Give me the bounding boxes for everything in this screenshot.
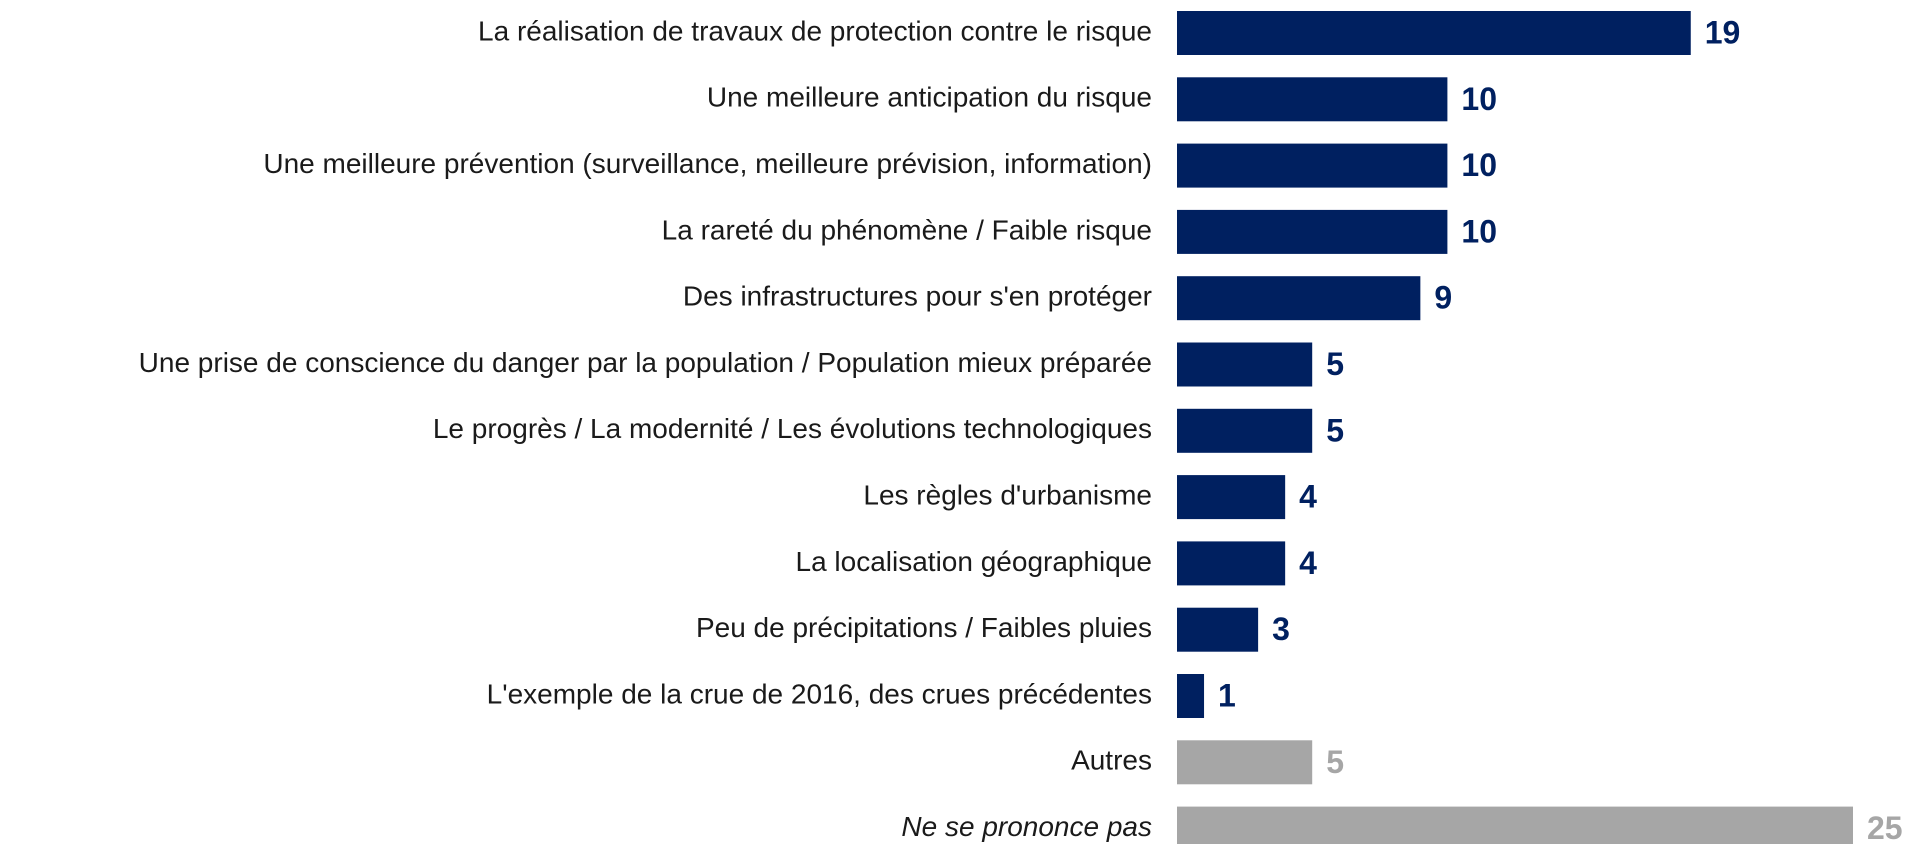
category-label: La localisation géographique bbox=[796, 546, 1153, 577]
bar bbox=[1177, 541, 1286, 586]
value-label: 5 bbox=[1326, 412, 1344, 448]
category-label: Des infrastructures pour s'en protéger bbox=[683, 281, 1152, 312]
bar bbox=[1177, 806, 1853, 844]
value-label: 9 bbox=[1434, 280, 1452, 316]
bar bbox=[1177, 607, 1259, 652]
bar bbox=[1177, 674, 1205, 718]
bar bbox=[1177, 408, 1313, 453]
category-label: La rareté du phénomène / Faible risque bbox=[662, 214, 1152, 245]
category-label: Une prise de conscience du danger par la… bbox=[139, 347, 1152, 378]
value-label: 5 bbox=[1326, 744, 1344, 780]
category-label: Ne se prononce pas bbox=[901, 811, 1152, 842]
value-label: 10 bbox=[1461, 81, 1497, 117]
value-label: 19 bbox=[1705, 14, 1741, 50]
bar bbox=[1177, 740, 1313, 785]
category-label: L'exemple de la crue de 2016, des crues … bbox=[487, 678, 1152, 709]
category-label: Peu de précipitations / Faibles pluies bbox=[696, 612, 1152, 643]
value-label: 10 bbox=[1461, 147, 1497, 183]
value-label: 4 bbox=[1299, 545, 1317, 581]
value-label: 1 bbox=[1218, 677, 1236, 713]
category-label: La réalisation de travaux de protection … bbox=[478, 15, 1152, 46]
value-label: 4 bbox=[1299, 479, 1317, 515]
category-label: Le progrès / La modernité / Les évolutio… bbox=[433, 413, 1152, 444]
bar bbox=[1177, 11, 1691, 55]
category-label: Autres bbox=[1071, 745, 1152, 776]
bar bbox=[1177, 143, 1448, 188]
category-label: Une meilleure prévention (surveillance, … bbox=[263, 148, 1152, 179]
bar bbox=[1177, 77, 1448, 122]
category-label: Les règles d'urbanisme bbox=[863, 479, 1152, 510]
bar bbox=[1177, 475, 1286, 520]
value-label: 3 bbox=[1272, 611, 1290, 647]
category-label: Une meilleure anticipation du risque bbox=[707, 82, 1152, 113]
bar bbox=[1177, 209, 1448, 254]
value-label: 5 bbox=[1326, 346, 1344, 382]
value-label: 25 bbox=[1867, 810, 1903, 844]
bar bbox=[1177, 276, 1421, 321]
bar bbox=[1177, 342, 1313, 387]
value-label: 10 bbox=[1461, 213, 1497, 249]
